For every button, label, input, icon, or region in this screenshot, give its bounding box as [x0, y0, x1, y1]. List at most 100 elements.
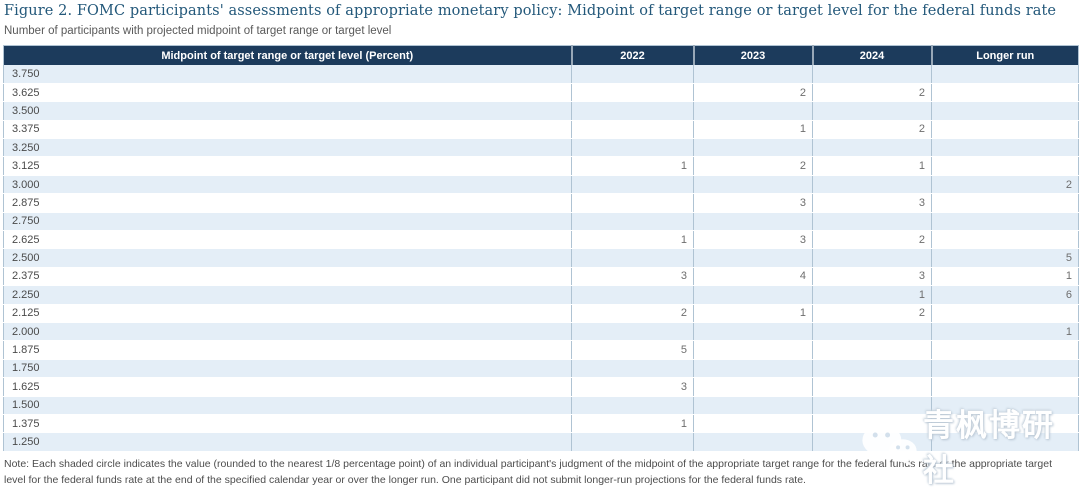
- count-cell: [571, 322, 694, 342]
- count-cell: 1: [693, 120, 813, 140]
- count-cell: [693, 285, 813, 305]
- table-row: 1.750: [3, 359, 1079, 379]
- figure-subtitle: Number of participants with projected mi…: [4, 25, 392, 37]
- rate-cell: 3.375: [3, 120, 572, 140]
- count-cell: [931, 304, 1079, 323]
- count-cell: [693, 65, 813, 84]
- count-cell: [812, 322, 932, 342]
- rate-cell: 1.875: [3, 340, 572, 360]
- count-cell: [693, 212, 813, 232]
- table-row: 3.375 1 2: [3, 120, 1079, 140]
- table-row: 2.625 1 3 2: [3, 230, 1079, 250]
- projections-table: Midpoint of target range or target level…: [3, 45, 1079, 452]
- table-row: 2.875 3 3: [3, 193, 1079, 213]
- count-cell: [931, 432, 1079, 452]
- count-cell: [571, 248, 694, 268]
- count-cell: 1: [931, 322, 1079, 342]
- count-cell: 1: [693, 304, 813, 323]
- count-cell: [931, 212, 1079, 232]
- rate-cell: 1.250: [3, 432, 572, 452]
- count-cell: 3: [693, 230, 813, 250]
- count-cell: [693, 359, 813, 379]
- count-cell: 2: [693, 83, 813, 103]
- count-cell: [693, 175, 813, 195]
- rate-cell: 2.250: [3, 285, 572, 305]
- count-cell: [571, 138, 694, 158]
- table-row: 2.500 5: [3, 248, 1079, 268]
- rate-cell: 3.500: [3, 101, 572, 121]
- rate-cell: 2.125: [3, 304, 572, 323]
- figure-title: Figure 2. FOMC participants' assessments…: [4, 3, 1057, 19]
- count-cell: 1: [812, 285, 932, 305]
- count-cell: [931, 340, 1079, 360]
- rate-cell: 2.750: [3, 212, 572, 232]
- count-cell: [931, 193, 1079, 213]
- count-cell: [812, 414, 932, 434]
- count-cell: [812, 340, 932, 360]
- rate-cell: 2.875: [3, 193, 572, 213]
- rate-cell: 2.500: [3, 248, 572, 268]
- count-cell: [571, 193, 694, 213]
- count-cell: 3: [571, 377, 694, 397]
- count-cell: 2: [812, 83, 932, 103]
- rate-cell: 1.375: [3, 414, 572, 434]
- count-cell: [812, 138, 932, 158]
- table-row: 3.250: [3, 138, 1079, 158]
- count-cell: 1: [571, 414, 694, 434]
- count-cell: 3: [571, 267, 694, 287]
- count-cell: [931, 414, 1079, 434]
- table-row: 1.875 5: [3, 340, 1079, 360]
- table-row: 1.500: [3, 396, 1079, 415]
- count-cell: 2: [571, 304, 694, 323]
- count-cell: [812, 359, 932, 379]
- table-row: 2.000 1: [3, 322, 1079, 342]
- rate-cell: 3.625: [3, 83, 572, 103]
- count-cell: [931, 230, 1079, 250]
- rate-cell: 2.000: [3, 322, 572, 342]
- count-cell: [571, 101, 694, 121]
- rate-cell: 2.375: [3, 267, 572, 287]
- count-cell: [693, 432, 813, 452]
- count-cell: [812, 101, 932, 121]
- count-cell: 1: [571, 230, 694, 250]
- count-cell: [812, 65, 932, 84]
- count-cell: [931, 156, 1079, 176]
- rate-cell: 1.500: [3, 396, 572, 415]
- column-header-2023: 2023: [692, 45, 813, 65]
- rate-cell: 3.125: [3, 156, 572, 176]
- count-cell: [693, 101, 813, 121]
- count-cell: [931, 377, 1079, 397]
- count-cell: 2: [693, 156, 813, 176]
- count-cell: [812, 212, 932, 232]
- rate-cell: 3.000: [3, 175, 572, 195]
- count-cell: 6: [931, 285, 1079, 305]
- count-cell: 2: [812, 120, 932, 140]
- table-header-row: Midpoint of target range or target level…: [3, 45, 1079, 65]
- count-cell: [571, 359, 694, 379]
- count-cell: [812, 396, 932, 415]
- table-row: 1.625 3: [3, 377, 1079, 397]
- count-cell: 3: [693, 193, 813, 213]
- table-row: 2.125 2 1 2: [3, 304, 1079, 323]
- count-cell: [812, 175, 932, 195]
- count-cell: [812, 432, 932, 452]
- table-row: 2.750: [3, 212, 1079, 232]
- count-cell: 1: [812, 156, 932, 176]
- count-cell: 1: [571, 156, 694, 176]
- table-row: 2.375 3 4 3 1: [3, 267, 1079, 287]
- table-row: 1.250: [3, 432, 1079, 452]
- count-cell: 2: [812, 230, 932, 250]
- count-cell: 3: [812, 267, 932, 287]
- count-cell: [931, 138, 1079, 158]
- column-header-midpoint: Midpoint of target range or target level…: [3, 45, 572, 65]
- count-cell: [693, 322, 813, 342]
- table-row: 3.125 1 2 1: [3, 156, 1079, 176]
- count-cell: 5: [571, 340, 694, 360]
- count-cell: 4: [693, 267, 813, 287]
- column-header-longer-run: Longer run: [930, 45, 1079, 65]
- count-cell: [571, 285, 694, 305]
- count-cell: [571, 65, 694, 84]
- count-cell: 5: [931, 248, 1079, 268]
- count-cell: [693, 414, 813, 434]
- count-cell: [693, 138, 813, 158]
